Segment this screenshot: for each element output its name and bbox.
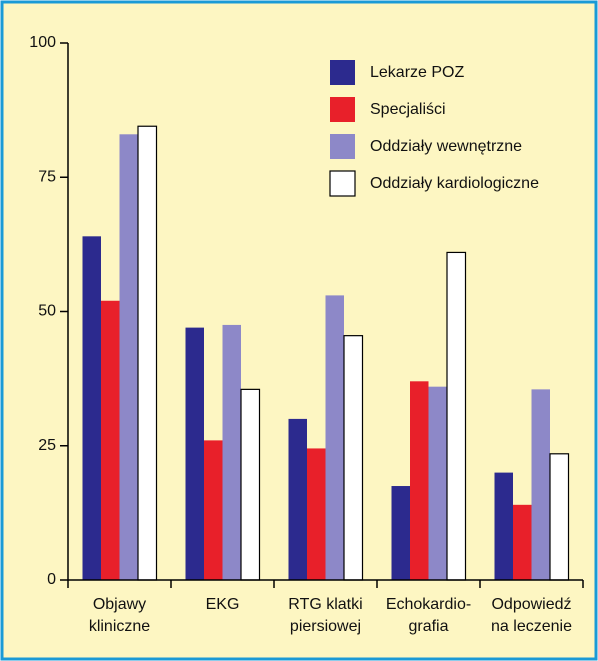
bar [119,134,138,581]
bar [82,236,101,580]
legend-swatch [329,170,356,197]
legend-label: Specjaliści [370,101,446,118]
bar [204,440,223,580]
x-tick-label: RTG klatki piersiowej [288,596,362,635]
y-tick-label: 50 [38,303,56,320]
bar [307,448,326,580]
x-tick-label: Echokardio-grafia [386,596,471,635]
y-tick-label: 25 [38,437,56,454]
bar [549,453,570,581]
bar [325,295,344,580]
bar [391,486,410,580]
bar [222,324,241,580]
bar [288,418,307,580]
legend-label: Oddziały wewnętrzne [370,138,522,155]
bar [494,472,513,580]
legend-swatch [330,134,355,159]
x-tick-label: Odpowiedź na leczenie [491,596,572,635]
legend-swatch [330,60,355,85]
x-tick-label: Objawy kliniczne [89,596,150,635]
bar [513,504,532,580]
legend-label: Oddziały kardiologiczne [370,175,539,192]
y-tick-label: 0 [47,571,56,588]
y-tick-label: 75 [38,168,56,185]
bar [343,335,364,581]
bar [137,125,158,581]
bar [410,381,429,580]
bar [428,386,447,580]
bar [185,327,204,580]
x-tick-label: EKG [206,596,240,613]
bar [531,389,550,580]
bar [240,388,261,581]
y-tick-label: 100 [29,34,56,51]
legend-label: Lekarze POZ [370,64,464,81]
bar [446,251,467,581]
bar [101,300,120,580]
legend-swatch [330,97,355,122]
